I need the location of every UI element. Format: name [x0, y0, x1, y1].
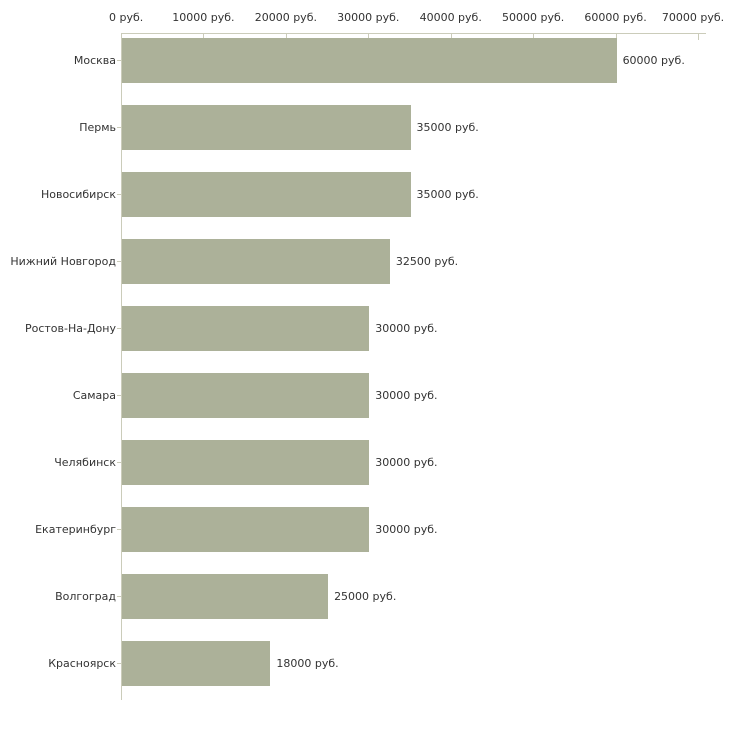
x-axis-line — [121, 33, 706, 34]
x-axis-tick-label: 10000 руб. — [172, 11, 235, 24]
category-label: Самара — [72, 389, 116, 402]
category-label: Красноярск — [48, 657, 116, 670]
category-label: Москва — [73, 54, 116, 67]
category-label: Нижний Новгород — [10, 255, 116, 268]
category-label: Ростов-На-Дону — [24, 322, 116, 335]
bar — [122, 640, 271, 686]
value-label: 35000 руб. — [416, 188, 479, 201]
bar — [122, 506, 370, 552]
x-axis-tick — [121, 34, 122, 40]
category-label: Пермь — [79, 121, 116, 134]
x-axis-tick-label: 50000 руб. — [502, 11, 565, 24]
value-label: 32500 руб. — [395, 255, 459, 268]
x-axis-tick-label: 40000 руб. — [419, 11, 482, 24]
category-label: Новосибирск — [40, 188, 116, 201]
x-axis-tick — [698, 34, 699, 40]
value-label: 60000 руб. — [622, 54, 685, 67]
y-axis-tick — [117, 529, 121, 530]
x-axis-tick — [533, 34, 535, 40]
category-label: Волгоград — [55, 590, 116, 603]
y-axis-tick — [117, 328, 121, 329]
bar — [122, 305, 370, 351]
y-axis-tick — [117, 462, 121, 463]
y-axis-tick — [117, 663, 121, 664]
value-label: 25000 руб. — [334, 590, 397, 603]
value-label: 30000 руб. — [375, 523, 438, 536]
bar — [122, 573, 329, 619]
bar — [122, 439, 370, 485]
x-axis-tick-label: 70000 руб. — [661, 11, 725, 24]
x-axis-tick — [615, 34, 617, 40]
y-axis-tick — [117, 194, 121, 195]
value-label: 18000 руб. — [276, 657, 339, 670]
x-axis-tick-label: 30000 руб. — [337, 11, 400, 24]
value-label: 30000 руб. — [375, 456, 438, 469]
bar — [122, 171, 411, 217]
x-axis-tick — [450, 34, 452, 40]
y-axis-tick — [117, 395, 121, 396]
x-axis-tick-label: 20000 руб. — [254, 11, 317, 24]
category-label: Челябинск — [54, 456, 116, 469]
bar — [122, 104, 411, 150]
y-axis-tick — [117, 60, 121, 61]
value-label: 30000 руб. — [375, 322, 438, 335]
bar — [122, 238, 390, 284]
y-axis-line — [121, 33, 122, 700]
y-axis-tick — [117, 261, 121, 262]
bar — [122, 37, 617, 83]
x-axis-tick — [203, 34, 205, 40]
x-axis-tick — [285, 34, 287, 40]
x-axis-tick-label: 60000 руб. — [584, 11, 647, 24]
value-label: 30000 руб. — [375, 389, 438, 402]
x-axis-tick-label: 0 руб. — [109, 11, 144, 24]
y-axis-tick — [117, 127, 121, 128]
bar — [122, 372, 370, 418]
y-axis-tick — [117, 596, 121, 597]
value-label: 35000 руб. — [416, 121, 479, 134]
x-axis-tick — [368, 34, 370, 40]
category-label: Екатеринбург — [35, 523, 116, 536]
